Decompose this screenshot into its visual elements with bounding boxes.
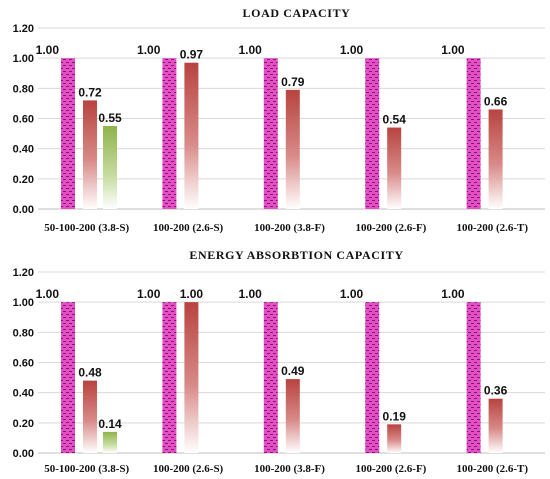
data-label: 0.19 (383, 409, 407, 423)
data-label: 0.49 (281, 364, 305, 378)
data-label: 0.55 (98, 111, 122, 125)
data-label: 1.00 (36, 43, 60, 57)
load-capacity-chart: LOAD CAPACITY0.000.200.400.600.801.001.2… (13, 6, 545, 234)
y-tick-label: 1.20 (13, 23, 34, 35)
x-category-label: 100-200 (3.8-F) (254, 222, 325, 234)
y-tick-label: 0.00 (13, 448, 34, 460)
bar (103, 126, 117, 209)
bar (103, 431, 117, 453)
data-label: 1.00 (238, 287, 262, 301)
x-category-label: 50-100-200 (3.8-S) (44, 463, 129, 475)
data-label: 0.72 (78, 85, 102, 99)
bar (285, 89, 300, 209)
bar (466, 302, 481, 453)
bar (263, 58, 278, 209)
bar (162, 302, 177, 453)
bar (184, 62, 199, 209)
data-label: 0.48 (78, 366, 102, 380)
y-tick-label: 0.60 (13, 358, 34, 370)
y-tick-label: 0.80 (13, 327, 34, 339)
x-category-label: 100-200 (2.6-T) (457, 463, 529, 475)
y-tick-label: 0.00 (13, 204, 34, 216)
bar (365, 302, 380, 453)
x-category-label: 100-200 (2.6-S) (153, 222, 224, 234)
bar (61, 58, 75, 209)
data-label: 1.00 (441, 287, 465, 301)
bar (365, 58, 380, 209)
bar (83, 100, 97, 209)
data-label: 1.00 (137, 43, 161, 57)
data-label: 0.54 (383, 113, 407, 127)
data-label: 1.00 (340, 43, 364, 57)
data-label: 1.00 (180, 287, 204, 301)
data-label: 1.00 (238, 43, 262, 57)
bar (184, 302, 199, 453)
bar (61, 302, 75, 453)
bar (263, 302, 278, 453)
data-label: 0.66 (484, 94, 508, 108)
y-tick-label: 0.60 (13, 114, 34, 126)
x-category-label: 100-200 (2.6-S) (153, 463, 224, 475)
data-label: 0.97 (180, 48, 204, 62)
bar (83, 380, 97, 453)
energy-absorption-chart: ENERGY ABSORBTION CAPACITY 0.00 0.20 0.40 0.… (13, 248, 545, 475)
y-tick-label: 0.20 (13, 174, 34, 186)
x-category-label: 100-200 (2.6-T) (457, 222, 529, 234)
data-label: 1.00 (137, 287, 161, 301)
bar (285, 379, 300, 453)
bar (387, 424, 402, 453)
data-label: 0.36 (484, 384, 508, 398)
y-tick-label: 1.20 (13, 267, 34, 279)
y-tick-label: 0.80 (13, 83, 34, 95)
data-label: 1.00 (340, 287, 364, 301)
x-category-label: 100-200 (2.6-F) (355, 222, 426, 234)
data-label: 1.00 (36, 287, 60, 301)
bar (387, 127, 402, 209)
y-tick-label: 1.00 (13, 53, 34, 65)
bar (488, 109, 503, 209)
y-tick-label: 0.40 (13, 388, 34, 400)
y-tick-label: 1.00 (13, 297, 34, 309)
x-category-label: 50-100-200 (3.8-S) (44, 222, 129, 234)
x-category-label: 100-200 (2.6-F) (355, 463, 426, 475)
bar (466, 58, 481, 209)
data-label: 1.00 (441, 43, 465, 57)
chart-title: LOAD CAPACITY (243, 6, 351, 20)
bar (162, 58, 177, 209)
data-label: 0.79 (281, 75, 305, 89)
x-category-label: 100-200 (3.8-F) (254, 463, 325, 475)
data-label: 0.14 (98, 417, 122, 431)
y-tick-label: 0.40 (13, 144, 34, 156)
y-tick-label: 0.20 (13, 418, 34, 430)
bar (488, 398, 503, 453)
chart-title: ENERGY ABSORBTION CAPACITY (189, 248, 403, 262)
